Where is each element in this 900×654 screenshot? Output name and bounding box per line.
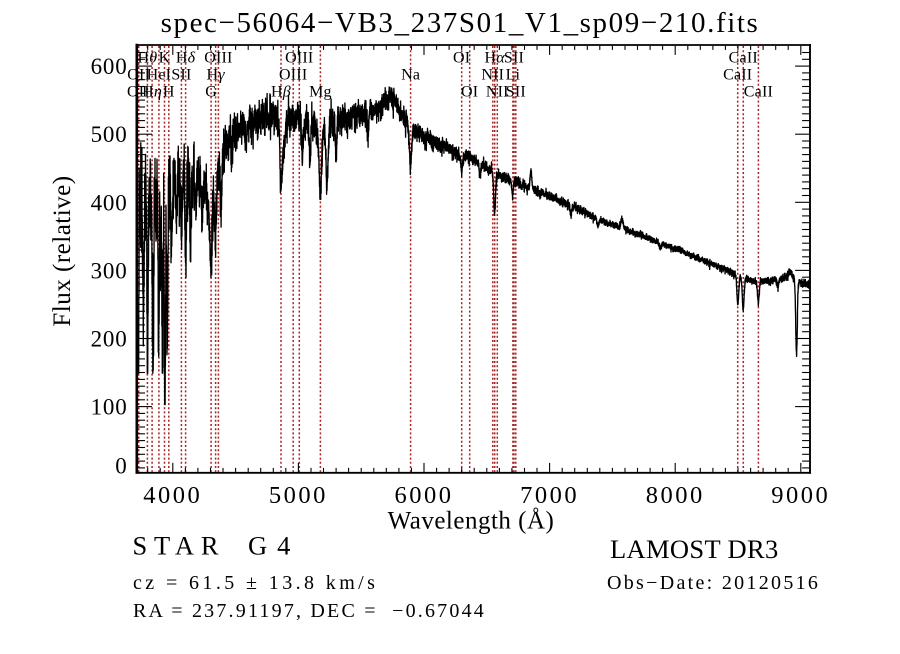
svg-text:OII: OII [127,84,150,101]
svg-text:CaII: CaII [744,84,773,101]
svg-text:NII: NII [481,66,504,83]
svg-text:8000: 8000 [646,482,705,509]
svg-text:HeI: HeI [147,66,172,83]
svg-text:cz = 61.5 ± 13.8 km/s: cz = 61.5 ± 13.8 km/s [133,572,378,594]
svg-text:600: 600 [91,54,128,79]
svg-text:Mg: Mg [309,84,332,101]
svg-text:Hθ: Hθ [137,49,157,66]
svg-text:OI: OI [453,49,470,66]
svg-text:RA = 237.91197, DEC = −0.6704: RA = 237.91197, DEC = −0.67044 [133,600,486,622]
svg-text:OI: OI [461,84,478,101]
svg-text:Wavelength (Å): Wavelength (Å) [388,508,555,535]
svg-text:K: K [159,49,171,66]
svg-text:H: H [163,84,175,101]
svg-text:LAMOST DR3: LAMOST DR3 [610,534,779,564]
svg-text:400: 400 [91,190,128,215]
svg-text:OIII: OIII [285,49,313,66]
svg-text:G4: G4 [248,531,300,561]
svg-text:Flux (relative): Flux (relative) [49,175,76,326]
svg-text:Obs−Date: 20120516: Obs−Date: 20120516 [607,572,820,594]
svg-text:G: G [205,84,217,101]
svg-text:CaII: CaII [723,66,752,83]
svg-text:300: 300 [91,258,128,283]
svg-text:NII: NII [486,84,509,101]
svg-text:0: 0 [115,454,127,479]
svg-text:Hδ: Hδ [176,49,196,66]
svg-text:6000: 6000 [395,482,454,509]
svg-text:Hα: Hα [485,49,506,66]
svg-text:Hβ: Hβ [271,84,291,101]
svg-text:SII: SII [504,49,524,66]
svg-text:OII: OII [127,66,150,83]
svg-text:OIII: OIII [204,49,232,66]
svg-text:5000: 5000 [269,482,328,509]
svg-text:100: 100 [91,395,128,420]
svg-text:Hγ: Hγ [206,66,225,83]
svg-text:9000: 9000 [771,482,830,509]
svg-text:4000: 4000 [143,482,202,509]
svg-text:Li: Li [506,66,521,83]
svg-text:SII: SII [171,66,191,83]
svg-text:200: 200 [91,327,128,352]
svg-text:7000: 7000 [520,482,579,509]
svg-text:Hη: Hη [142,84,162,101]
svg-text:CaII: CaII [729,49,758,66]
svg-text:spec−56064−VB3_237S01_V1_sp09−: spec−56064−VB3_237S01_V1_sp09−210.fits [161,7,760,39]
svg-text:Na: Na [401,66,420,83]
svg-text:500: 500 [91,122,128,147]
svg-text:SII: SII [506,84,526,101]
svg-text:STAR: STAR [133,531,226,561]
svg-text:OIII: OIII [279,66,307,83]
